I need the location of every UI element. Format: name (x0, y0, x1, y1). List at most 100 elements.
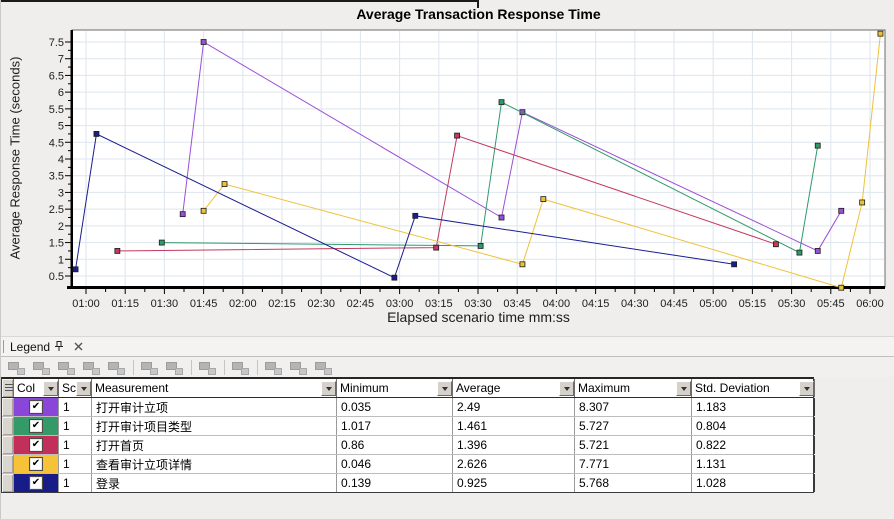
column-filter-dropdown-button[interactable] (676, 380, 691, 396)
web-page-diagnostics-icon[interactable] (231, 360, 250, 375)
measurement-visibility-checkbox[interactable] (29, 457, 43, 471)
cross-with-result-icon[interactable] (289, 360, 308, 375)
show-all-measurements-icon[interactable] (82, 360, 101, 375)
data-point-marker[interactable] (72, 266, 79, 273)
data-point-marker[interactable] (731, 261, 738, 268)
row-selector-header[interactable] (2, 379, 14, 397)
data-point-marker[interactable] (433, 244, 440, 251)
data-point-marker[interactable] (877, 30, 884, 37)
data-point-marker[interactable] (498, 214, 505, 221)
sort-measurements-icon[interactable] (140, 360, 159, 375)
average-cell[interactable]: 0.925 (453, 474, 575, 492)
measurement-color-swatch[interactable] (14, 455, 59, 473)
header-cell-scale[interactable]: Sca (59, 379, 92, 397)
show-only-selected-icon[interactable] (57, 360, 76, 375)
std-deviation-cell[interactable]: 0.822 (692, 436, 815, 454)
measurement-visibility-checkbox[interactable] (29, 419, 43, 433)
data-point-marker[interactable] (814, 248, 821, 254)
data-point-marker[interactable] (838, 284, 845, 291)
data-point-marker[interactable] (200, 39, 207, 45)
data-point-marker[interactable] (158, 239, 165, 246)
std-deviation-cell[interactable]: 1.183 (692, 398, 815, 416)
measurement-color-swatch[interactable] (14, 474, 59, 492)
column-filter-dropdown-button[interactable] (76, 380, 91, 396)
data-point-marker[interactable] (221, 181, 228, 187)
filter-measurements-icon[interactable] (107, 360, 126, 375)
save-as-template-icon[interactable] (314, 360, 333, 375)
measurement-color-swatch[interactable] (14, 398, 59, 416)
header-cell-col[interactable]: Col (14, 379, 59, 397)
data-point-marker[interactable] (391, 274, 398, 281)
std-deviation-cell[interactable]: 0.804 (692, 417, 815, 435)
minimum-cell[interactable]: 0.046 (337, 455, 453, 473)
minimum-cell[interactable]: 1.017 (337, 417, 453, 435)
row-selector[interactable] (2, 474, 14, 492)
data-point-marker[interactable] (519, 261, 526, 268)
data-point-marker[interactable] (454, 132, 460, 139)
row-selector[interactable] (2, 436, 14, 454)
measurement-name-cell[interactable]: 打开审计立项 (92, 398, 337, 416)
scale-cell[interactable]: 1 (59, 417, 92, 435)
column-filter-dropdown-button[interactable] (799, 380, 814, 396)
row-selector[interactable] (2, 398, 14, 416)
data-point-marker[interactable] (114, 248, 121, 254)
column-filter-dropdown-button[interactable] (437, 380, 452, 396)
measurement-visibility-checkbox[interactable] (29, 400, 43, 414)
scale-cell[interactable]: 1 (59, 398, 92, 416)
close-icon[interactable] (70, 339, 87, 355)
maximum-cell[interactable]: 5.768 (575, 474, 692, 492)
column-filter-dropdown-button[interactable] (43, 380, 58, 396)
header-cell-average[interactable]: Average (453, 379, 575, 397)
chart-canvas[interactable]: 01:00 01:15 01:30 01:45 02:00 02:15 02:30 02:45… (1, 0, 894, 334)
measurement-color-swatch[interactable] (14, 417, 59, 435)
average-cell[interactable]: 1.396 (453, 436, 575, 454)
header-cell-measurement[interactable]: Measurement (92, 379, 337, 397)
minimum-cell[interactable]: 0.139 (337, 474, 453, 492)
data-point-marker[interactable] (498, 99, 505, 106)
break-down-measurement-icon[interactable] (198, 360, 217, 375)
measurement-name-cell[interactable]: 打开审计项目类型 (92, 417, 337, 435)
data-point-marker[interactable] (859, 199, 866, 206)
data-point-marker[interactable] (200, 207, 207, 214)
average-cell[interactable]: 2.626 (453, 455, 575, 473)
maximum-cell[interactable]: 5.721 (575, 436, 692, 454)
series-line[interactable] (117, 134, 777, 252)
measurement-visibility-checkbox[interactable] (29, 476, 43, 490)
data-point-marker[interactable] (93, 131, 100, 137)
data-point-marker[interactable] (477, 243, 484, 249)
measurement-color-swatch[interactable] (14, 436, 59, 454)
row-selector[interactable] (2, 417, 14, 435)
header-cell-minimum[interactable]: Minimum (337, 379, 453, 397)
column-filter-dropdown-button[interactable] (321, 380, 336, 396)
data-point-marker[interactable] (773, 241, 779, 248)
data-point-marker[interactable] (540, 196, 547, 203)
data-point-marker[interactable] (814, 142, 821, 149)
auto-correlate-icon[interactable] (264, 360, 283, 375)
row-selector[interactable] (2, 455, 14, 473)
maximum-cell[interactable]: 5.727 (575, 417, 692, 435)
scale-cell[interactable]: 1 (59, 455, 92, 473)
data-point-marker[interactable] (838, 207, 845, 214)
header-cell-maximum[interactable]: Maximum (575, 379, 692, 397)
hide-measurement-icon[interactable] (32, 360, 51, 375)
series-line[interactable] (182, 41, 842, 252)
maximum-cell[interactable]: 8.307 (575, 398, 692, 416)
scale-cell[interactable]: 1 (59, 474, 92, 492)
measurement-visibility-checkbox[interactable] (29, 438, 43, 452)
scale-cell[interactable]: 1 (59, 436, 92, 454)
configure-measurements-icon[interactable] (165, 360, 184, 375)
average-cell[interactable]: 2.49 (453, 398, 575, 416)
header-cell-std_deviation[interactable]: Std. Deviation (692, 379, 815, 397)
measurement-name-cell[interactable]: 查看审计立项详情 (92, 455, 337, 473)
minimum-cell[interactable]: 0.035 (337, 398, 453, 416)
measurement-name-cell[interactable]: 打开首页 (92, 436, 337, 454)
average-cell[interactable]: 1.461 (453, 417, 575, 435)
data-point-marker[interactable] (412, 212, 419, 219)
maximum-cell[interactable]: 7.771 (575, 455, 692, 473)
data-point-marker[interactable] (179, 211, 186, 218)
